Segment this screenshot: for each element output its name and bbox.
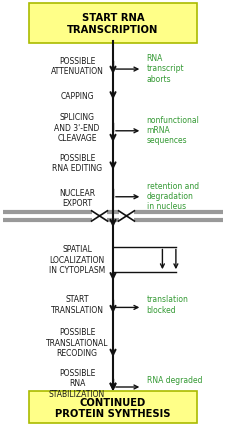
Text: RNA degraded: RNA degraded	[146, 375, 201, 384]
Text: nonfunctional
mRNA
sequences: nonfunctional mRNA sequences	[146, 115, 199, 145]
Text: NUCLEAR
EXPORT: NUCLEAR EXPORT	[59, 188, 95, 208]
Text: SPATIAL
LOCALIZATION
IN CYTOPLASM: SPATIAL LOCALIZATION IN CYTOPLASM	[49, 245, 105, 275]
Text: POSSIBLE
RNA EDITING: POSSIBLE RNA EDITING	[52, 153, 102, 173]
Text: POSSIBLE
RNA
STABILIZATION: POSSIBLE RNA STABILIZATION	[49, 368, 105, 398]
Text: CONTINUED
PROTEIN SYNTHESIS: CONTINUED PROTEIN SYNTHESIS	[55, 397, 170, 418]
Text: START RNA
TRANSCRIPTION: START RNA TRANSCRIPTION	[67, 13, 158, 35]
FancyBboxPatch shape	[29, 4, 196, 44]
Text: START
TRANSLATION: START TRANSLATION	[50, 295, 103, 314]
Text: CAPPING: CAPPING	[60, 92, 93, 101]
Text: POSSIBLE
TRANSLATIONAL
RECODING: POSSIBLE TRANSLATIONAL RECODING	[46, 328, 108, 357]
Text: POSSIBLE
ATTENUATION: POSSIBLE ATTENUATION	[50, 57, 103, 76]
Text: RNA
transcript
aborts: RNA transcript aborts	[146, 54, 184, 83]
Text: translation
blocked: translation blocked	[146, 295, 188, 314]
FancyBboxPatch shape	[29, 391, 196, 423]
Text: SPLICING
AND 3'-END
CLEAVAGE: SPLICING AND 3'-END CLEAVAGE	[54, 113, 99, 143]
Text: retention and
degradation
in nucleus: retention and degradation in nucleus	[146, 181, 198, 211]
